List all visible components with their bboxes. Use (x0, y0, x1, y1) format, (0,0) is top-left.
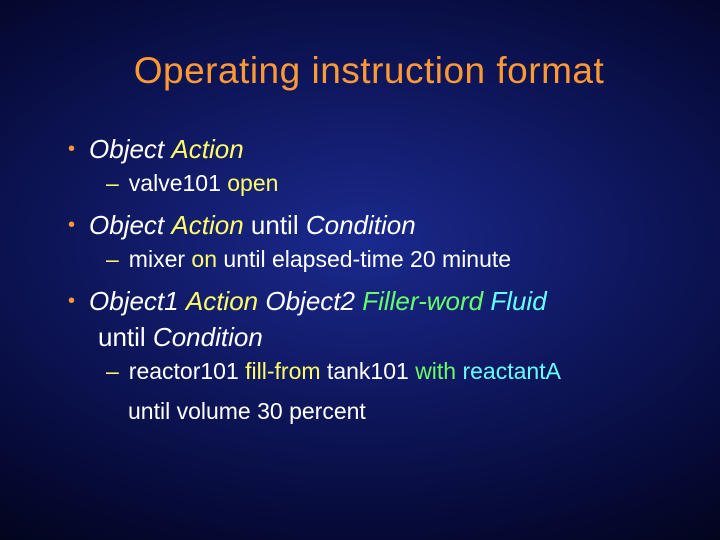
text-segment: with (415, 358, 456, 384)
bullet-marker: • (68, 208, 75, 242)
bullet-marker: • (68, 284, 75, 318)
bullet-continuation: until Condition (98, 320, 670, 354)
text-segment: until (244, 210, 306, 240)
bullet-marker: – (106, 168, 119, 198)
text-segment: fill-from (245, 358, 320, 384)
bullet-text: Object Action (89, 132, 244, 166)
bullet-text: valve101 open (129, 168, 279, 198)
text-segment: open (227, 170, 278, 196)
text-segment: Condition (306, 210, 416, 240)
text-segment: Object1 (89, 286, 179, 316)
text-segment: Object (89, 134, 164, 164)
slide: Operating instruction format • Object Ac… (0, 0, 720, 540)
bullet-text: Object Action until Condition (89, 208, 416, 242)
bullet-text: mixer on until elapsed-time 20 minute (129, 244, 511, 274)
text-segment: Object2 (265, 286, 355, 316)
bullet-level-2: – valve101 open (106, 168, 670, 198)
bullet-marker: – (106, 244, 119, 274)
bullet-text: reactor101 fill-from tank101 with reacta… (129, 356, 561, 386)
text-segment: on (191, 246, 217, 272)
text-segment: valve101 (129, 170, 227, 196)
text-segment: Fluid (490, 286, 546, 316)
bullet-level-2: – reactor101 fill-from tank101 with reac… (106, 356, 670, 386)
bullet-level-1: • Object Action (68, 132, 670, 166)
text-segment: Action (186, 286, 258, 316)
text-segment: Action (171, 134, 243, 164)
text-segment: Filler-word (362, 286, 483, 316)
bullet-level-1: • Object Action until Condition (68, 208, 670, 242)
text-segment: Action (171, 210, 243, 240)
text-segment (179, 286, 186, 316)
text-segment: reactantA (462, 358, 560, 384)
text-segment: reactor101 (129, 358, 245, 384)
bullet-marker: – (106, 356, 119, 386)
text-segment: mixer (129, 246, 192, 272)
text-segment: Condition (153, 322, 263, 352)
bullet-continuation: until volume 30 percent (128, 396, 670, 426)
text-segment: tank101 (321, 358, 416, 384)
text-segment: Object (89, 210, 164, 240)
bullet-level-2: – mixer on until elapsed-time 20 minute (106, 244, 670, 274)
bullet-level-1: • Object1 Action Object2 Filler-word Flu… (68, 284, 670, 318)
slide-title: Operating instruction format (68, 50, 670, 92)
bullet-marker: • (68, 132, 75, 166)
text-segment: until elapsed-time 20 minute (217, 246, 511, 272)
text-segment: until volume 30 percent (128, 398, 366, 424)
slide-body: • Object Action – valve101 open • Object… (68, 132, 670, 426)
text-segment: until (98, 322, 153, 352)
bullet-text: Object1 Action Object2 Filler-word Fluid (89, 284, 547, 318)
